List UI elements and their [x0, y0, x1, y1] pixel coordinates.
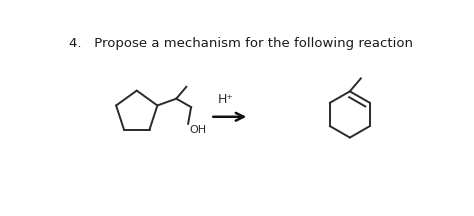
Text: OH: OH — [189, 125, 206, 135]
Text: H⁺: H⁺ — [218, 93, 234, 106]
Text: 4.   Propose a mechanism for the following reaction: 4. Propose a mechanism for the following… — [69, 37, 412, 50]
